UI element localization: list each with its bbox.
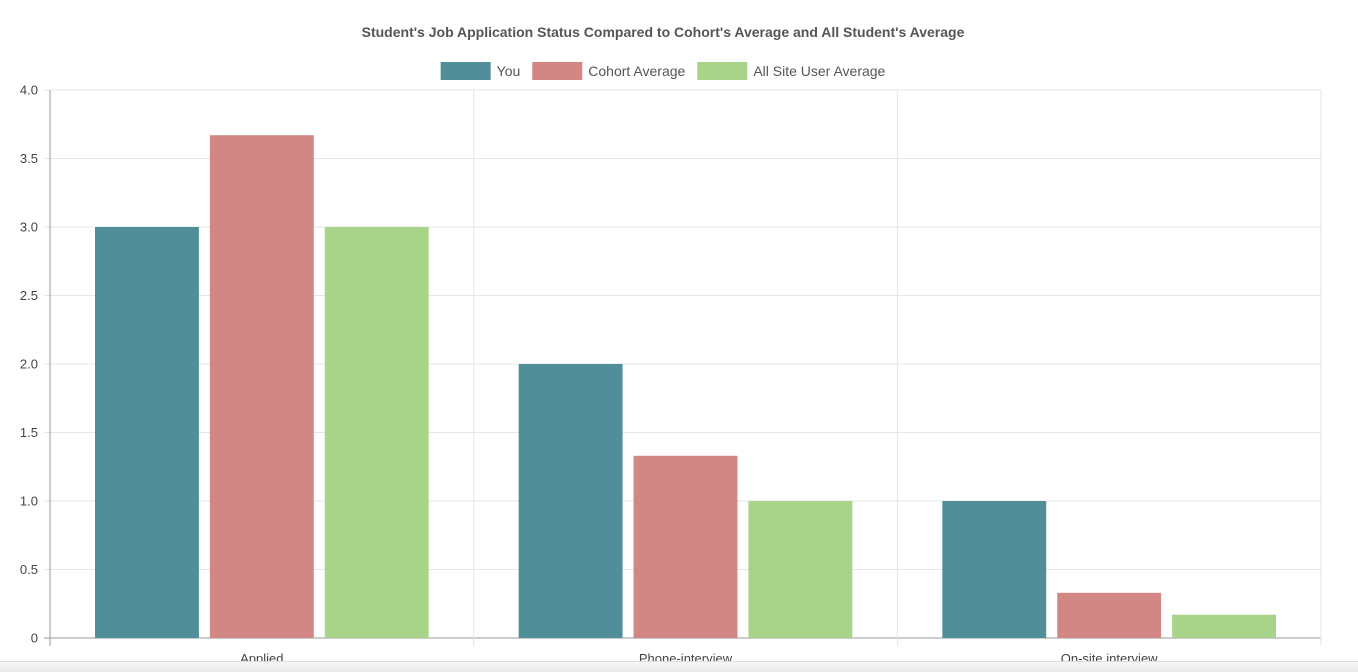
y-tick-label: 1.5 (20, 425, 38, 440)
bar-all-site-user-average-applied[interactable] (324, 227, 429, 638)
y-tick-label: 3.5 (20, 151, 38, 166)
y-tick-label: 0.5 (20, 562, 38, 577)
legend-label: You (497, 63, 521, 79)
bar-all-site-user-average-on-site-interview[interactable] (1172, 614, 1276, 638)
legend-swatch (532, 62, 583, 80)
bar-you-phone-interview[interactable] (518, 364, 623, 638)
y-tick-label: 2.0 (20, 357, 38, 372)
bar-cohort-average-phone-interview[interactable] (633, 455, 738, 638)
legend-item-cohort-average[interactable]: Cohort Average (532, 62, 686, 80)
y-tick-label: 1.0 (20, 494, 38, 509)
y-axis-ticks: 0 0.5 1.0 1.5 2.0 2.5 3.0 3.5 4.0 (20, 83, 38, 646)
legend-swatch (440, 62, 491, 80)
bars (95, 135, 1276, 638)
y-tick-label: 4.0 (20, 83, 38, 98)
bar-all-site-user-average-phone-interview[interactable] (748, 501, 853, 638)
legend-label: All Site User Average (753, 63, 885, 79)
y-tick-label: 0 (31, 631, 38, 646)
bar-you-on-site-interview[interactable] (942, 501, 1047, 638)
legend-item-you[interactable]: You (440, 62, 521, 80)
legend-swatch (697, 62, 748, 80)
legend-label: Cohort Average (588, 63, 685, 79)
window-bottom-edge (0, 661, 1358, 672)
y-tick-label: 2.5 (20, 288, 38, 303)
bar-cohort-average-applied[interactable] (209, 135, 314, 638)
legend-item-all-site-user-average[interactable]: All Site User Average (697, 62, 886, 80)
bar-cohort-average-on-site-interview[interactable] (1057, 592, 1162, 638)
legend: You Cohort Average All Site User Average (440, 62, 886, 80)
chart-title: Student's Job Application Status Compare… (362, 24, 965, 40)
y-tick-label: 3.0 (20, 220, 38, 235)
bar-you-applied[interactable] (95, 227, 199, 638)
